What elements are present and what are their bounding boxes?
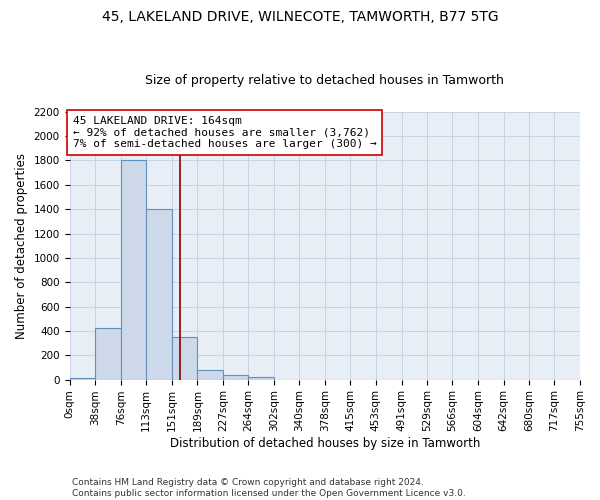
Bar (248, 377, 274, 380)
Text: 45 LAKELAND DRIVE: 164sqm
← 92% of detached houses are smaller (3,762)
7% of sem: 45 LAKELAND DRIVE: 164sqm ← 92% of detac… (73, 116, 377, 149)
Bar (197, 370, 223, 380)
X-axis label: Distribution of detached houses by size in Tamworth: Distribution of detached houses by size … (170, 437, 480, 450)
Text: Contains HM Land Registry data © Crown copyright and database right 2024.
Contai: Contains HM Land Registry data © Crown c… (72, 478, 466, 498)
Bar (172, 337, 197, 380)
Bar (70, 378, 95, 380)
Bar (121, 160, 146, 380)
Text: 45, LAKELAND DRIVE, WILNECOTE, TAMWORTH, B77 5TG: 45, LAKELAND DRIVE, WILNECOTE, TAMWORTH,… (101, 10, 499, 24)
Bar (146, 209, 172, 380)
Y-axis label: Number of detached properties: Number of detached properties (15, 152, 28, 338)
Title: Size of property relative to detached houses in Tamworth: Size of property relative to detached ho… (145, 74, 504, 87)
Bar (223, 376, 248, 380)
Bar (95, 328, 121, 380)
